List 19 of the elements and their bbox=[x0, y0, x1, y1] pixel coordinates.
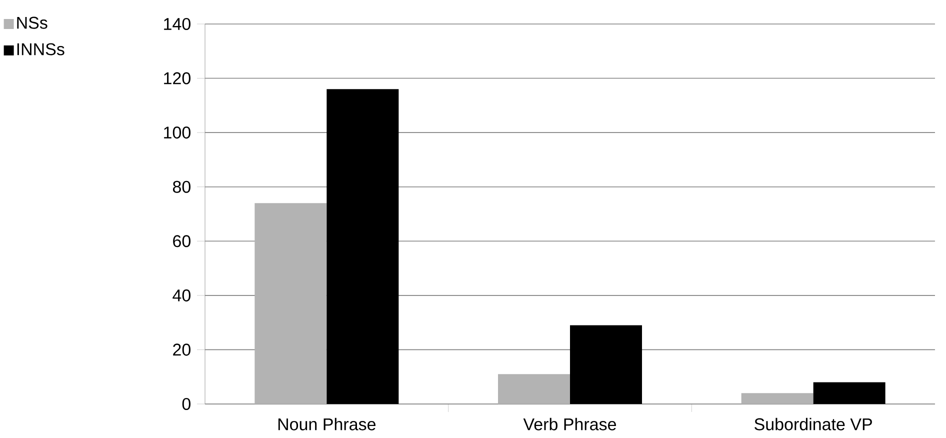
y-tick-label: 20 bbox=[173, 344, 190, 356]
y-tick-label: 40 bbox=[172, 289, 190, 302]
y-tick-label: 100 bbox=[164, 126, 190, 139]
bar bbox=[498, 374, 570, 404]
y-tick-label: 0 bbox=[182, 398, 190, 410]
y-tick-label: 60 bbox=[173, 235, 190, 248]
y-tick-label: 80 bbox=[172, 180, 190, 193]
bar bbox=[741, 393, 814, 404]
bar bbox=[570, 325, 642, 404]
y-tick-label: 140 bbox=[164, 18, 190, 30]
x-tick-label: Noun Phrase bbox=[278, 418, 376, 430]
bar bbox=[326, 89, 399, 404]
bar bbox=[813, 382, 886, 404]
legend-label: INNSs bbox=[17, 43, 64, 56]
legend-label: NSs bbox=[17, 16, 48, 29]
y-tick-label: 120 bbox=[164, 72, 190, 84]
x-tick-label: Subordinate VP bbox=[754, 418, 872, 430]
x-tick-label: Verb Phrase bbox=[523, 418, 616, 430]
bar bbox=[254, 203, 327, 404]
